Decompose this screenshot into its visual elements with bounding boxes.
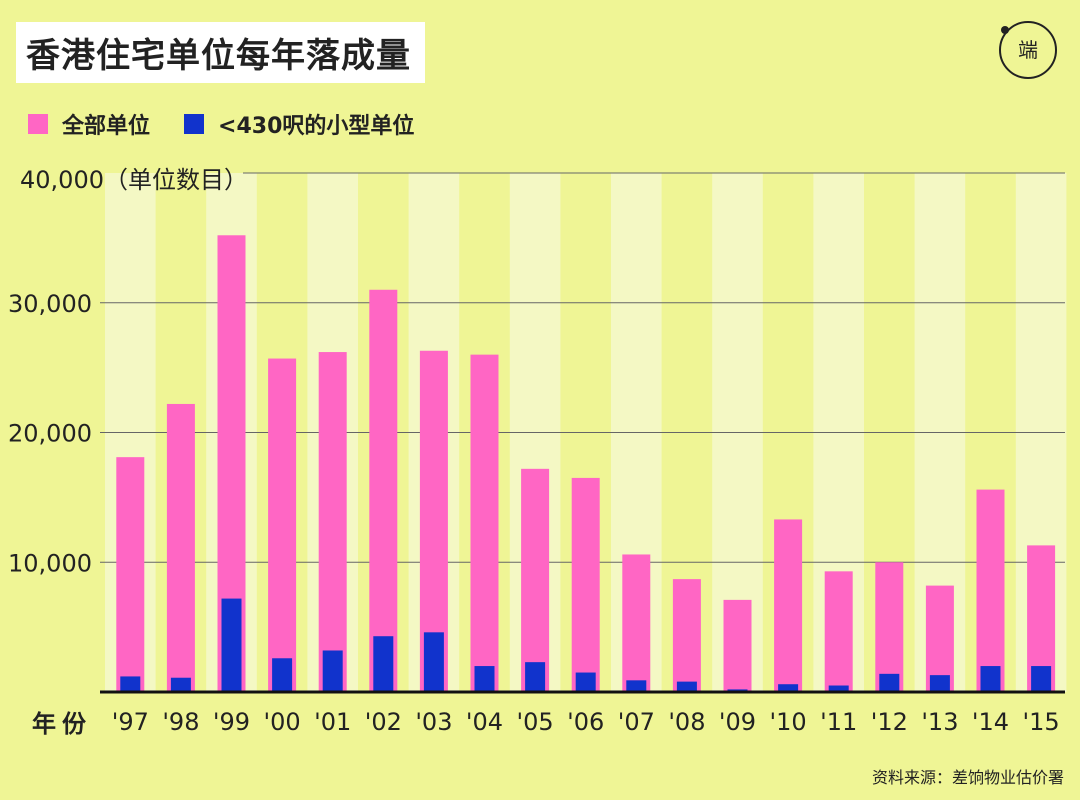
bar-all-11 xyxy=(672,579,701,692)
xtick-label: '10 xyxy=(770,708,807,736)
bar-all-15 xyxy=(875,562,904,692)
bar-small-0 xyxy=(120,676,141,692)
xtick-label: '04 xyxy=(466,708,503,736)
xtick-label: '01 xyxy=(314,708,351,736)
bar-small-4 xyxy=(322,650,343,692)
bar-small-16 xyxy=(929,675,950,692)
source-note: 资料来源：差饷物业估价署 xyxy=(871,768,1064,787)
bar-all-1 xyxy=(166,403,195,692)
xtick-label: '13 xyxy=(921,708,958,736)
bar-small-6 xyxy=(423,632,444,692)
bar-all-0 xyxy=(116,457,145,692)
bar-small-2 xyxy=(221,598,242,692)
ytick-40000: 40,000 xyxy=(20,166,104,194)
xtick-label: '00 xyxy=(264,708,301,736)
bar-all-13 xyxy=(774,519,803,692)
xtick-label: '09 xyxy=(719,708,756,736)
bar-small-13 xyxy=(778,684,799,692)
xtick-label: '03 xyxy=(415,708,452,736)
bar-all-8 xyxy=(521,468,550,692)
ytick-label: 10,000 xyxy=(8,549,92,577)
legend-item-small: <430呎的小型单位 xyxy=(184,108,414,140)
chart-title: 香港住宅单位每年落成量 xyxy=(16,22,425,83)
bar-all-5 xyxy=(369,289,398,692)
xtick-label: '97 xyxy=(112,708,149,736)
bar-small-9 xyxy=(575,672,596,692)
y-axis-title: （单位数目） xyxy=(103,166,248,194)
xtick-label: '99 xyxy=(213,708,250,736)
xtick-label: '02 xyxy=(365,708,402,736)
bar-small-14 xyxy=(828,685,849,692)
bar-small-17 xyxy=(980,666,1001,692)
y-axis-top-label: 40,000（单位数目） xyxy=(20,160,248,195)
bar-all-12 xyxy=(723,599,752,692)
bar-small-11 xyxy=(676,681,697,692)
bar-small-7 xyxy=(474,666,495,692)
xtick-label: '05 xyxy=(517,708,554,736)
xtick-label: '11 xyxy=(820,708,857,736)
legend: 全部单位 <430呎的小型单位 xyxy=(28,108,448,140)
bar-all-10 xyxy=(622,554,651,692)
bar-all-9 xyxy=(571,477,600,692)
x-axis-title: 年份 xyxy=(32,710,92,738)
xtick-label: '15 xyxy=(1023,708,1060,736)
bar-small-8 xyxy=(525,662,546,692)
bar-small-18 xyxy=(1031,666,1052,692)
legend-swatch-small xyxy=(184,114,205,134)
bar-all-7 xyxy=(470,354,499,692)
legend-item-all: 全部单位 xyxy=(28,108,150,140)
bar-small-10 xyxy=(626,680,647,692)
xtick-label: '14 xyxy=(972,708,1009,736)
initium-logo-icon: 端 xyxy=(999,21,1057,79)
ytick-label: 20,000 xyxy=(8,420,92,448)
xtick-label: '07 xyxy=(618,708,655,736)
xtick-label: '12 xyxy=(871,708,908,736)
bar-all-14 xyxy=(824,571,853,692)
bar-small-5 xyxy=(373,636,394,692)
bar-all-17 xyxy=(976,489,1005,692)
legend-swatch-all xyxy=(28,114,48,134)
logo-text: 端 xyxy=(1018,38,1038,62)
bar-small-1 xyxy=(170,677,191,692)
bar-all-4 xyxy=(318,352,347,692)
bar-all-16 xyxy=(925,585,954,692)
xtick-label: '06 xyxy=(567,708,604,736)
legend-label-small: <430呎的小型单位 xyxy=(218,114,415,139)
bar-all-3 xyxy=(268,358,297,692)
xtick-label: '08 xyxy=(668,708,705,736)
xtick-label: '98 xyxy=(162,708,199,736)
legend-label-all: 全部单位 xyxy=(62,114,151,139)
ytick-label: 30,000 xyxy=(8,290,92,318)
bar-small-15 xyxy=(879,673,900,692)
bar-small-3 xyxy=(272,658,293,692)
